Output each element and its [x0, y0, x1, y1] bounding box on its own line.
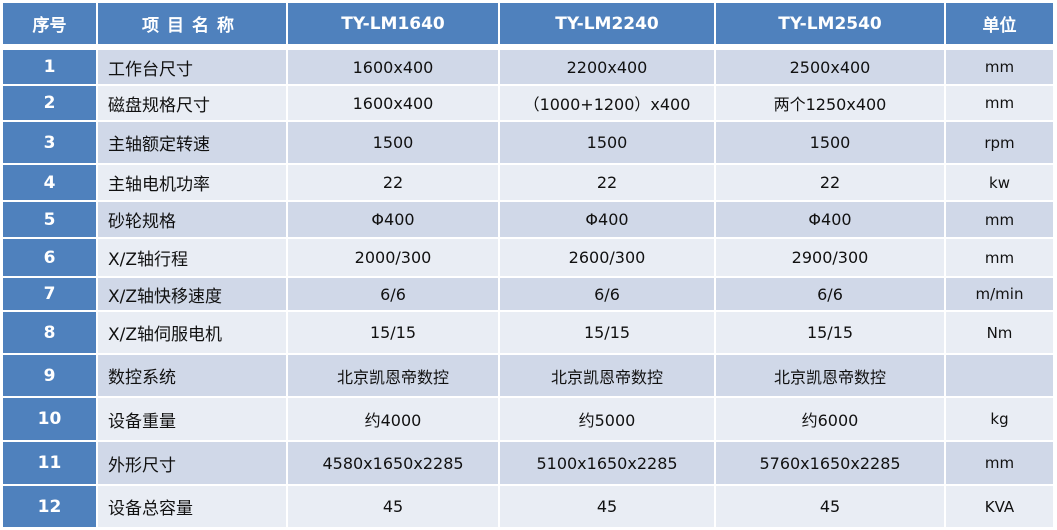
row-index: 11	[3, 442, 96, 484]
row-item-name: 设备重量	[98, 398, 286, 440]
row-item-name: X/Z轴快移速度	[98, 278, 286, 310]
header-row: 序号 项目名称 TY-LM1640 TY-LM2240 TY-LM2540 单位	[3, 3, 1053, 44]
header-model-1640: TY-LM1640	[288, 3, 498, 44]
table-row: 1 工作台尺寸 1600x400 2200x400 2500x400 mm	[3, 50, 1053, 84]
row-value-2240: 45	[500, 486, 714, 527]
table-row: 5 砂轮规格 Φ400 Φ400 Φ400 mm	[3, 202, 1053, 237]
row-index: 2	[3, 86, 96, 120]
row-value-1640: 45	[288, 486, 498, 527]
row-unit: mm	[946, 442, 1053, 484]
row-value-2240: 2600/300	[500, 239, 714, 276]
table-row: 10 设备重量 约4000 约5000 约6000 kg	[3, 398, 1053, 440]
row-index: 12	[3, 486, 96, 527]
table-row: 12 设备总容量 45 45 45 KVA	[3, 486, 1053, 527]
row-value-2540: 22	[716, 165, 944, 200]
row-unit: mm	[946, 50, 1053, 84]
row-index: 7	[3, 278, 96, 310]
header-item-name: 项目名称	[98, 3, 286, 44]
row-unit: mm	[946, 239, 1053, 276]
row-value-2540: 约6000	[716, 398, 944, 440]
row-item-name: 数控系统	[98, 355, 286, 396]
table-row: 9 数控系统 北京凯恩帝数控 北京凯恩帝数控 北京凯恩帝数控	[3, 355, 1053, 396]
row-value-1640: 1600x400	[288, 86, 498, 120]
row-value-2240: 6/6	[500, 278, 714, 310]
row-value-1640: 15/15	[288, 312, 498, 353]
row-value-1640: 4580x1650x2285	[288, 442, 498, 484]
header-model-2540: TY-LM2540	[716, 3, 944, 44]
header-index: 序号	[3, 3, 96, 44]
row-item-name: X/Z轴行程	[98, 239, 286, 276]
row-value-2540: 45	[716, 486, 944, 527]
row-item-name: 磁盘规格尺寸	[98, 86, 286, 120]
spec-table: 序号 项目名称 TY-LM1640 TY-LM2240 TY-LM2540 单位…	[3, 3, 1053, 529]
row-index: 4	[3, 165, 96, 200]
row-item-name: 设备总容量	[98, 486, 286, 527]
row-value-1640: Φ400	[288, 202, 498, 237]
row-index: 8	[3, 312, 96, 353]
row-value-2540: 2500x400	[716, 50, 944, 84]
row-item-name: 砂轮规格	[98, 202, 286, 237]
row-index: 3	[3, 122, 96, 163]
row-value-1640: 约4000	[288, 398, 498, 440]
row-item-name: X/Z轴伺服电机	[98, 312, 286, 353]
table-row: 8 X/Z轴伺服电机 15/15 15/15 15/15 Nm	[3, 312, 1053, 353]
row-value-2240: Φ400	[500, 202, 714, 237]
row-unit: rpm	[946, 122, 1053, 163]
row-unit: m/min	[946, 278, 1053, 310]
row-item-name: 工作台尺寸	[98, 50, 286, 84]
row-value-2240: 北京凯恩帝数控	[500, 355, 714, 396]
row-index: 6	[3, 239, 96, 276]
row-value-2240: 5100x1650x2285	[500, 442, 714, 484]
row-index: 9	[3, 355, 96, 396]
row-unit: mm	[946, 86, 1053, 120]
row-value-2240: 2200x400	[500, 50, 714, 84]
row-value-2540: 5760x1650x2285	[716, 442, 944, 484]
row-unit: KVA	[946, 486, 1053, 527]
row-value-2540: Φ400	[716, 202, 944, 237]
row-unit	[946, 355, 1053, 396]
row-value-2540: 北京凯恩帝数控	[716, 355, 944, 396]
table-row: 7 X/Z轴快移速度 6/6 6/6 6/6 m/min	[3, 278, 1053, 310]
row-unit: kg	[946, 398, 1053, 440]
row-value-2540: 15/15	[716, 312, 944, 353]
table-row: 4 主轴电机功率 22 22 22 kw	[3, 165, 1053, 200]
row-index: 5	[3, 202, 96, 237]
table-row: 2 磁盘规格尺寸 1600x400 （1000+1200）x400 两个1250x400…	[3, 86, 1053, 120]
row-value-2240: 约5000	[500, 398, 714, 440]
row-unit: mm	[946, 202, 1053, 237]
header-model-2240: TY-LM2240	[500, 3, 714, 44]
row-value-2540: 2900/300	[716, 239, 944, 276]
row-value-2540: 6/6	[716, 278, 944, 310]
row-value-2240: 22	[500, 165, 714, 200]
row-value-1640: 北京凯恩帝数控	[288, 355, 498, 396]
row-item-name: 主轴电机功率	[98, 165, 286, 200]
row-item-name: 外形尺寸	[98, 442, 286, 484]
header-unit: 单位	[946, 3, 1053, 44]
row-unit: kw	[946, 165, 1053, 200]
row-value-2240: （1000+1200）x400	[500, 86, 714, 120]
row-value-1640: 1600x400	[288, 50, 498, 84]
row-value-2240: 1500	[500, 122, 714, 163]
row-value-2540: 1500	[716, 122, 944, 163]
row-value-2240: 15/15	[500, 312, 714, 353]
row-item-name: 主轴额定转速	[98, 122, 286, 163]
table-row: 6 X/Z轴行程 2000/300 2600/300 2900/300 mm	[3, 239, 1053, 276]
row-value-2540: 两个1250x400	[716, 86, 944, 120]
row-index: 10	[3, 398, 96, 440]
row-value-1640: 22	[288, 165, 498, 200]
row-value-1640: 6/6	[288, 278, 498, 310]
row-unit: Nm	[946, 312, 1053, 353]
table-row: 3 主轴额定转速 1500 1500 1500 rpm	[3, 122, 1053, 163]
table-row: 11 外形尺寸 4580x1650x2285 5100x1650x2285 5760x1…	[3, 442, 1053, 484]
row-index: 1	[3, 50, 96, 84]
row-value-1640: 2000/300	[288, 239, 498, 276]
row-value-1640: 1500	[288, 122, 498, 163]
